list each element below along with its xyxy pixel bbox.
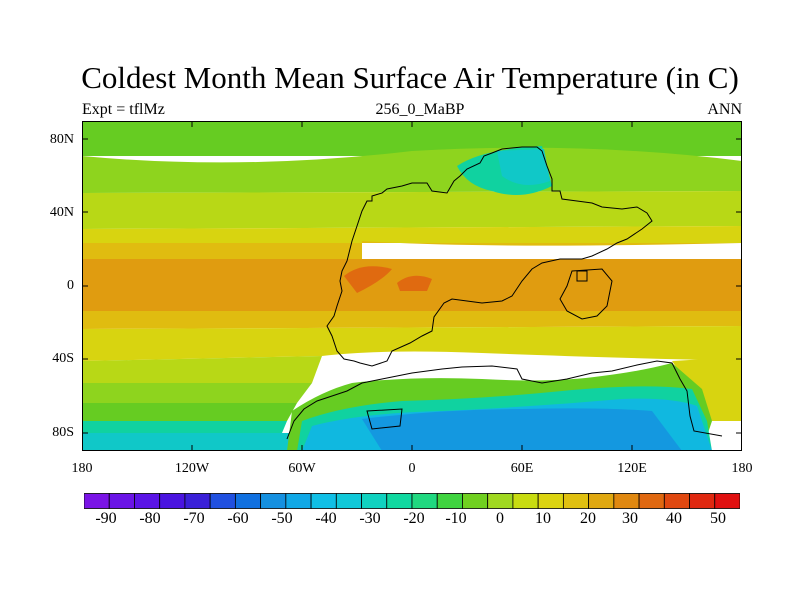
lon-label: 180: [731, 461, 753, 476]
colorbar-box: [386, 493, 413, 509]
band-north-yellowgreen: [82, 191, 742, 229]
lon-label: 60E: [510, 461, 534, 476]
inland-lake-outline: [366, 408, 403, 430]
colorbar: [84, 493, 740, 509]
lake-outline: [576, 270, 588, 282]
experiment-label: Expt = tflMz: [82, 101, 165, 118]
colorbar-box: [310, 493, 337, 509]
colorbar-box: [209, 493, 236, 509]
colorbar-label: -50: [271, 510, 293, 527]
colorbar-box: [588, 493, 615, 509]
colorbar-box: [512, 493, 539, 509]
colorbar-box: [562, 493, 590, 509]
band-south-gold: [82, 311, 742, 329]
band-south-aqua: [82, 421, 287, 435]
colorbar-label: 20: [580, 510, 596, 527]
hotspot-center: [397, 275, 432, 291]
coastlines: [286, 146, 723, 440]
colorbar-box: [234, 493, 262, 509]
colorbar-label: -40: [315, 510, 337, 527]
lat-label: 0: [67, 278, 74, 293]
band-south-teal: [82, 433, 292, 451]
colorbar-box: [134, 493, 161, 509]
colorbar-box: [260, 493, 287, 509]
colorbar-box: [84, 493, 110, 509]
colorbar-box: [462, 493, 489, 509]
temperature-map: [82, 121, 742, 451]
south-land-blue: [362, 408, 682, 451]
map-ticks: [82, 121, 742, 451]
ocean-southeast-yellow: [672, 357, 742, 421]
colorbar-box: [108, 493, 135, 509]
lon-label: 120E: [617, 461, 647, 476]
east-bay-outline: [559, 268, 613, 320]
colorbar-label: -60: [227, 510, 249, 527]
band-north-green: [82, 147, 742, 193]
colorbar-box: [689, 493, 716, 509]
colorbar-box: [335, 493, 362, 509]
plot-title: Coldest Month Mean Surface Air Temperatu…: [81, 60, 739, 95]
colorbar-label: 30: [622, 510, 638, 527]
colorbar-label: -20: [403, 510, 425, 527]
colorbar-box: [361, 493, 388, 509]
lon-label: 60W: [288, 461, 316, 476]
season-label: ANN: [707, 101, 742, 118]
band-south-yellowgreen: [82, 356, 322, 383]
band-south-green-dark: [82, 403, 297, 421]
band-north-gold: [82, 241, 742, 261]
colorbar-box: [159, 493, 186, 509]
lon-label: 180: [71, 461, 93, 476]
colorbar-box: [487, 493, 514, 509]
lat-label: 40N: [49, 205, 74, 220]
lon-label: 120W: [174, 461, 210, 476]
band-north-yellow: [82, 226, 742, 243]
colorbar-box: [411, 493, 438, 509]
colorbar-box: [663, 493, 690, 509]
south-continent-outline: [286, 360, 723, 440]
colorbar-label: -30: [359, 510, 381, 527]
north-cold-core: [497, 149, 550, 185]
colorbar-label: -70: [183, 510, 205, 527]
band-south-yellow: [82, 326, 742, 361]
colorbar-box: [613, 493, 640, 509]
colorbar-label: -10: [445, 510, 467, 527]
colorbar-box: [537, 493, 564, 509]
colorbar-box: [714, 493, 740, 509]
lon-label: 0: [408, 461, 416, 476]
colorbar-box: [285, 493, 312, 509]
colorbar-label: 40: [666, 510, 682, 527]
colorbar-label: 50: [710, 510, 726, 527]
colorbar-label: -90: [95, 510, 117, 527]
colorbar-label: 0: [496, 510, 504, 527]
colorbar-box: [184, 493, 211, 509]
time-label: 256_0_MaBP: [375, 101, 465, 118]
hotspot-west: [344, 266, 392, 293]
band-south-green: [82, 383, 312, 403]
colorbar-label: -80: [139, 510, 161, 527]
lat-label: 80S: [52, 425, 74, 440]
pangea-north-outline: [326, 146, 653, 367]
lat-label: 40S: [52, 351, 74, 366]
lat-label: 80N: [49, 132, 74, 147]
colorbar-label: 10: [535, 510, 551, 527]
colorbar-box: [638, 493, 665, 509]
colorbar-box: [436, 493, 463, 509]
